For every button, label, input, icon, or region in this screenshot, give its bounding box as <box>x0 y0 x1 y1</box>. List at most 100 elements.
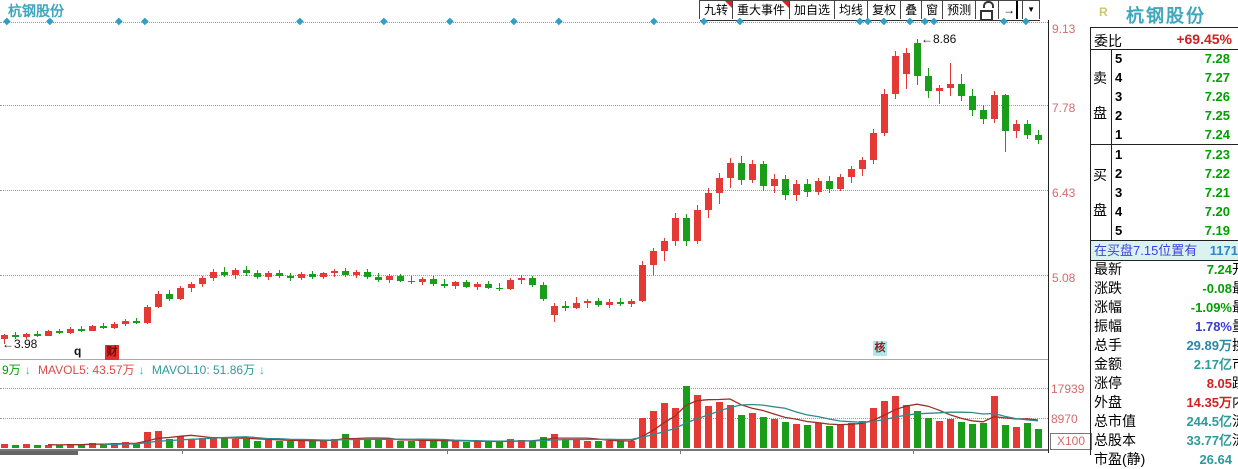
volume-bar <box>804 425 811 448</box>
bid-row-2[interactable]: 2 7.22 <box>1112 164 1238 183</box>
gridline-7.78 <box>0 105 1048 106</box>
toolbar-button-均线[interactable]: 均线 <box>834 0 869 19</box>
stat-partial-next-col: 市 <box>1232 355 1238 374</box>
ask-price: 7.25 <box>1204 108 1230 123</box>
volume-bar <box>89 442 96 448</box>
bid-row-1[interactable]: 1 7.23 <box>1112 145 1238 164</box>
candle <box>969 96 976 111</box>
toolbar-button-预测[interactable]: 预测 <box>942 0 977 19</box>
volume-bar <box>496 442 503 448</box>
stat-row-总市值: 总市值 244.5亿流 <box>1091 412 1238 431</box>
r-badge: R <box>1099 5 1108 19</box>
ask-row-4[interactable]: 4 7.27 <box>1112 68 1238 87</box>
volume-bar <box>276 440 283 448</box>
notice-value: 1171 <box>1209 243 1238 258</box>
ask-row-5[interactable]: 5 7.28 <box>1112 49 1238 68</box>
volume-bar <box>1035 428 1042 448</box>
toolbar-button-加自选[interactable]: 加自选 <box>789 0 836 19</box>
volume-bar <box>485 441 492 448</box>
volume-bar <box>914 411 921 448</box>
candle <box>1 334 8 340</box>
candle <box>903 52 910 74</box>
stat-value: 26.64 <box>1199 452 1232 467</box>
ask-level: 1 <box>1115 127 1123 142</box>
volume-bar <box>122 441 129 448</box>
candle <box>441 283 448 287</box>
volume-bar <box>12 444 19 448</box>
stat-value: 7.24 <box>1206 262 1232 277</box>
volume-bar <box>562 439 569 448</box>
bid-price: 7.21 <box>1204 185 1230 200</box>
x-axis-tick <box>447 450 448 454</box>
signal-diamond-icon: ◆ <box>3 16 11 27</box>
ask-row-1[interactable]: 1 7.24 <box>1112 125 1238 144</box>
candle <box>837 176 844 189</box>
toolbar-dropdown-button[interactable]: ▼ <box>1022 0 1041 19</box>
ask-row-3[interactable]: 3 7.26 <box>1112 87 1238 106</box>
candle <box>408 280 415 283</box>
stat-row-涨跌: 涨跌 -0.08最 <box>1091 279 1238 298</box>
toolbar-button-九转[interactable]: 九转 <box>699 0 734 19</box>
scrollbar-thumb[interactable] <box>0 451 78 455</box>
candle <box>1035 135 1042 141</box>
signal-diamond-icon: ◆ <box>1000 16 1008 27</box>
candle <box>342 271 349 275</box>
stat-label: 金额 <box>1094 356 1122 372</box>
stat-label: 总手 <box>1094 337 1122 353</box>
candle <box>947 83 954 88</box>
jump-to-latest-button[interactable]: → <box>998 0 1024 19</box>
candle-wick <box>587 299 588 309</box>
sell-label-char-1: 卖 <box>1093 70 1107 86</box>
event-icon-核[interactable]: 核 <box>873 341 887 356</box>
stat-label: 总市值 <box>1094 413 1136 429</box>
volume-bar <box>507 439 514 448</box>
ask-row-2[interactable]: 2 7.25 <box>1112 106 1238 125</box>
volume-bar <box>529 440 536 448</box>
stat-partial-next-col: 跌 <box>1232 374 1238 393</box>
unlock-button[interactable] <box>975 0 1000 21</box>
toolbar-button-叠[interactable]: 叠 <box>900 0 923 19</box>
candle <box>848 169 855 177</box>
stat-value: 33.77亿 <box>1186 433 1232 448</box>
candle <box>56 331 63 334</box>
mavol10-label: MAVOL10: 51.86万 <box>151 363 256 377</box>
volume-bar <box>738 415 745 448</box>
stat-row-最新: 最新 7.24开 <box>1091 260 1238 279</box>
bid-row-4[interactable]: 4 7.20 <box>1112 202 1238 221</box>
stat-row-外盘: 外盘 14.35万内 <box>1091 393 1238 412</box>
toolbar-button-窗[interactable]: 窗 <box>921 0 944 19</box>
stat-value: 244.5亿 <box>1186 414 1232 429</box>
stat-value: 14.35万 <box>1186 395 1232 410</box>
volume-bar <box>947 419 954 448</box>
signal-diamond-icon: ◆ <box>296 16 304 27</box>
signal-diamond-icon: ◆ <box>650 16 658 27</box>
candle-wick <box>576 296 577 310</box>
bid-row-5[interactable]: 5 7.19 <box>1112 221 1238 240</box>
volume-bar <box>716 401 723 448</box>
volume-bar <box>595 441 602 448</box>
volume-bar <box>518 439 525 448</box>
candle-wick <box>81 325 82 332</box>
signal-diamond-icon: ◆ <box>46 16 54 27</box>
x-axis-tick <box>680 450 681 454</box>
stat-label: 总股本 <box>1094 432 1136 448</box>
candle <box>606 301 613 305</box>
chevron-down-icon: ▼ <box>1027 5 1036 14</box>
volume-bar <box>375 439 382 448</box>
bid-price: 7.20 <box>1204 204 1230 219</box>
candle <box>518 277 525 280</box>
toolbar-button-复权[interactable]: 复权 <box>867 0 902 19</box>
volume-bar <box>133 443 140 448</box>
bid-row-3[interactable]: 3 7.21 <box>1112 183 1238 202</box>
bid-level: 5 <box>1115 223 1123 238</box>
candle <box>562 305 569 309</box>
stat-label: 市盈(静) <box>1094 451 1146 467</box>
toolbar-button-重大事件[interactable]: 重大事件 <box>732 0 791 19</box>
candle <box>815 181 822 192</box>
candle <box>100 326 107 329</box>
buy-label-char-2: 盘 <box>1093 202 1107 218</box>
event-icon-财[interactable]: 财 <box>105 345 119 360</box>
candle <box>78 328 85 331</box>
volume-bar <box>243 439 250 448</box>
stat-partial-next-col: 开 <box>1232 260 1238 279</box>
